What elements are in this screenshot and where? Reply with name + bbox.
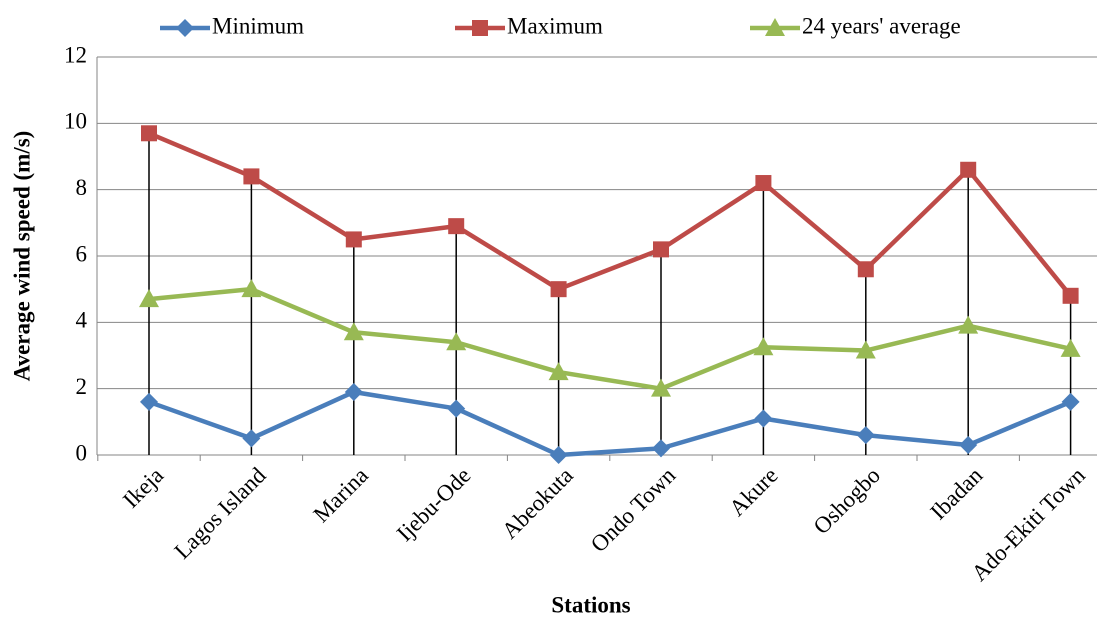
marker: [446, 332, 467, 351]
x-tick-label: Ondo Town: [586, 462, 681, 557]
marker: [548, 362, 569, 381]
marker: [343, 322, 364, 341]
y-tick-label: 10: [64, 109, 87, 134]
marker: [652, 439, 670, 458]
x-tick-label: Ikeja: [118, 463, 168, 513]
marker: [857, 261, 874, 278]
y-tick-label: 8: [76, 175, 88, 200]
y-tick-label: 6: [76, 241, 88, 266]
y-tick-label: 2: [76, 374, 88, 399]
marker: [651, 378, 671, 397]
y-tick-label: 0: [76, 440, 88, 465]
x-axis-title: Stations: [551, 592, 630, 617]
marker: [653, 241, 669, 258]
marker: [241, 279, 262, 298]
series-line: [148, 286, 1072, 391]
marker: [447, 399, 466, 418]
y-axis-title: Average wind speed (m/s): [9, 131, 34, 382]
marker: [472, 20, 488, 36]
x-tick-label: Marina: [308, 463, 373, 528]
marker: [856, 426, 875, 445]
x-tick-label: Lagos Island: [169, 462, 271, 564]
marker: [140, 392, 158, 411]
marker: [1061, 392, 1080, 411]
marker: [1060, 338, 1081, 357]
marker: [550, 281, 567, 298]
marker: [345, 231, 362, 248]
marker: [243, 168, 260, 185]
x-tick-label: Ibadan: [926, 462, 988, 524]
marker: [1062, 287, 1079, 304]
marker: [242, 429, 261, 448]
marker: [141, 125, 157, 142]
y-tick-label: 4: [76, 308, 88, 333]
y-tick-label: 12: [64, 42, 87, 67]
marker: [855, 340, 876, 359]
marker: [960, 161, 977, 178]
marker: [549, 446, 568, 464]
x-tick-label: Ijebu-Ode: [392, 463, 476, 547]
x-tick-label: Abeokuta: [497, 463, 578, 544]
x-tick-label: Oshogbo: [809, 463, 885, 539]
marker: [765, 18, 785, 36]
marker: [139, 289, 159, 308]
series-line: [148, 389, 1072, 458]
marker: [754, 409, 773, 428]
legend-label: Maximum: [507, 13, 603, 38]
legend-label: 24 years' average: [802, 13, 961, 38]
marker: [959, 436, 978, 455]
marker: [958, 315, 979, 334]
marker: [755, 175, 772, 192]
marker: [753, 337, 774, 356]
marker: [448, 218, 465, 235]
series-line: [148, 131, 1073, 298]
legend-label: Minimum: [212, 13, 304, 38]
marker: [344, 382, 363, 401]
marker: [176, 19, 194, 37]
x-tick-label: Akure: [724, 463, 782, 521]
